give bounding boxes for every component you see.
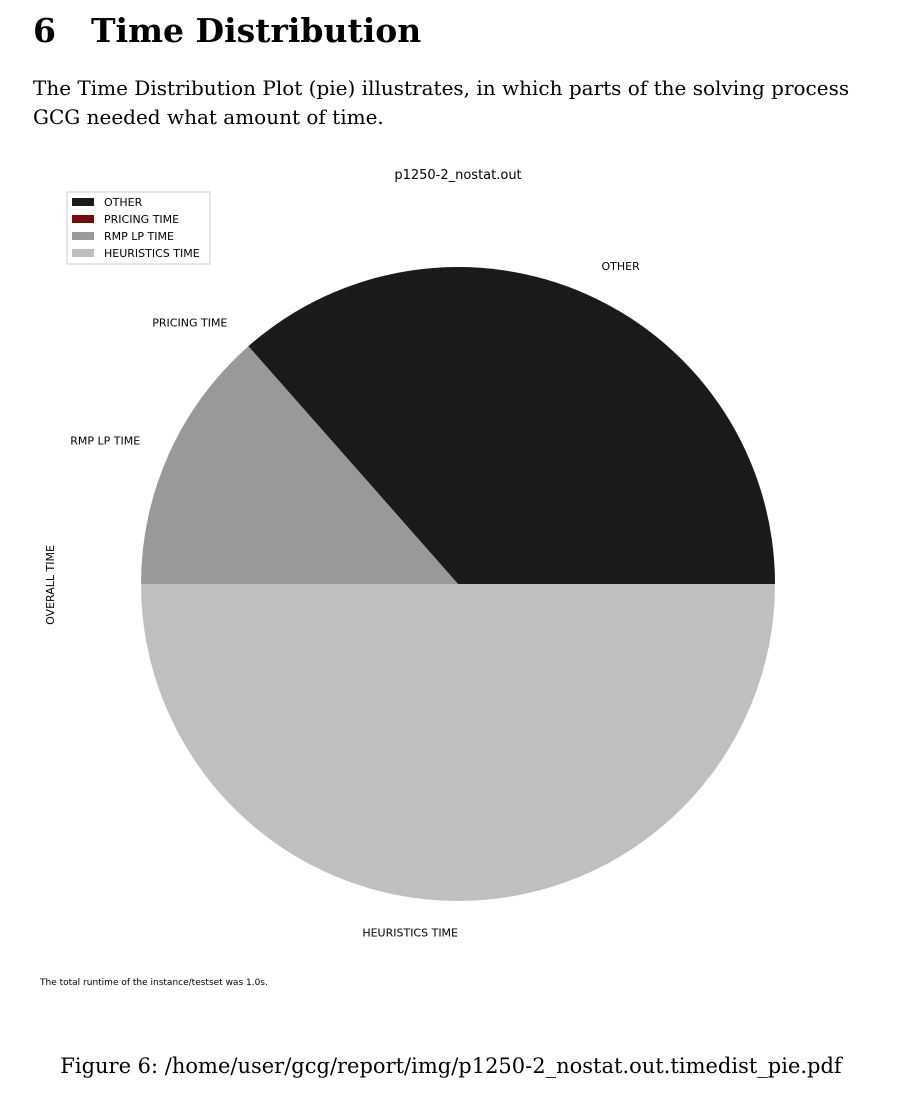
legend-label-heuristics-time: HEURISTICS TIME: [104, 247, 200, 260]
intro-paragraph: The Time Distribution Plot (pie) illustr…: [33, 76, 850, 129]
pie-slice-rmp-lp-time: [141, 346, 458, 584]
section-title: Time Distribution: [91, 11, 422, 50]
chart-legend: OTHER PRICING TIME RMP LP TIME HEURISTICS T…: [66, 191, 211, 265]
section-heading: 6 Time Distribution: [33, 6, 421, 56]
chart-title: p1250-2_nostat.out: [394, 168, 521, 183]
legend-swatch-rmp-lp-time: [72, 232, 94, 240]
slice-label-heuristics-time: HEURISTICS TIME: [362, 927, 458, 940]
legend-label-rmp-lp-time: RMP LP TIME: [104, 230, 174, 243]
pie-chart: p1250-2_nostat.out OTHER PRICING TIME RMP …: [39, 168, 775, 988]
slice-label-other: OTHER: [601, 260, 640, 273]
pie-chart-figure: p1250-2_nostat.out OTHER PRICING TIME RMP …: [0, 150, 902, 1000]
legend-swatch-pricing-time: [72, 215, 94, 223]
legend-swatch-other: [72, 198, 94, 206]
figure-caption: Figure 6: /home/user/gcg/report/img/p125…: [60, 1054, 842, 1078]
slice-label-pricing-time: PRICING TIME: [152, 316, 227, 329]
section-number: 6: [33, 11, 56, 50]
y-axis-label: OVERALL TIME: [44, 545, 57, 625]
pie-slices: [141, 267, 775, 901]
legend-label-other: OTHER: [104, 196, 143, 209]
legend-label-pricing-time: PRICING TIME: [104, 213, 179, 226]
legend-swatch-heuristics-time: [72, 249, 94, 257]
pie-slice-heuristics-time: [141, 584, 775, 901]
slice-label-rmp-lp-time: RMP LP TIME: [70, 435, 140, 448]
pie-slice-other: [248, 267, 775, 584]
pie-slice-labels: OTHER PRICING TIME RMP LP TIME HEURISTICS T…: [70, 260, 640, 940]
runtime-note: The total runtime of the instance/testse…: [39, 978, 268, 988]
